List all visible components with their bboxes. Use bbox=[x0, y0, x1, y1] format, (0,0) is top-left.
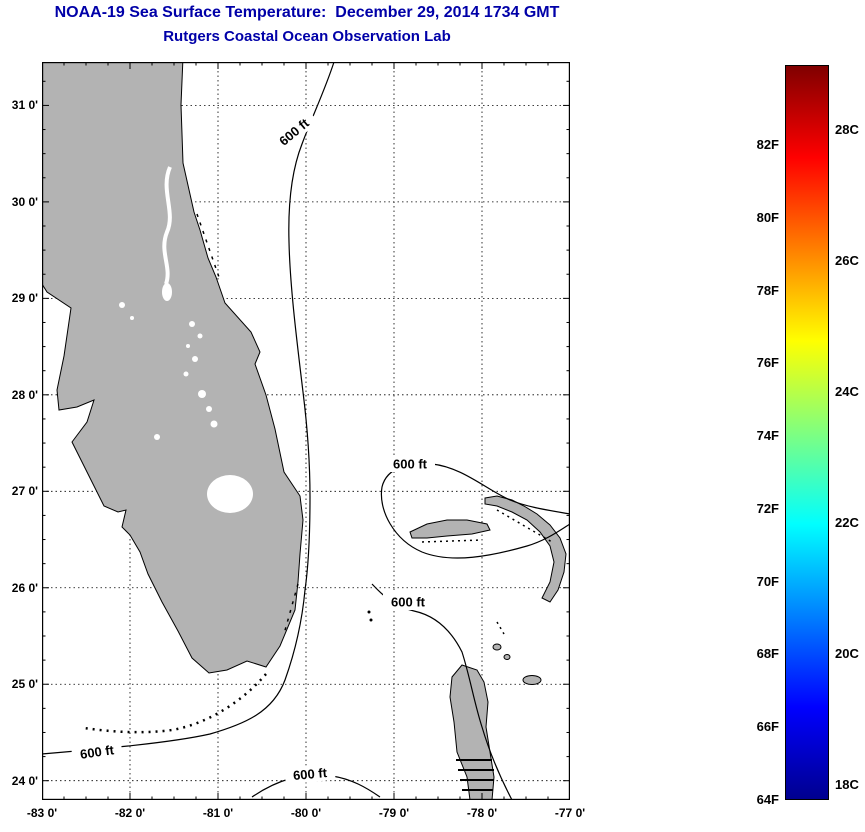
y-tick-label: 31 0' bbox=[11, 98, 38, 113]
inland-lakes bbox=[119, 92, 218, 440]
st-johns-river bbox=[162, 166, 172, 285]
colorbar-f-label: 66F bbox=[756, 719, 779, 735]
colorbar-c-label: 24C bbox=[835, 384, 859, 400]
colorbar-f-label: 80F bbox=[756, 209, 779, 225]
x-tick-label: -82 0' bbox=[114, 806, 146, 820]
y-tick-label: 24 0' bbox=[11, 773, 38, 788]
x-tick-label: -78 0' bbox=[466, 806, 498, 820]
berry-cay bbox=[503, 654, 511, 660]
x-tick-label: -79 0' bbox=[378, 806, 410, 820]
x-tick-label: -83 0' bbox=[26, 806, 58, 820]
page-title: NOAA-19 Sea Surface Temperature: Decembe… bbox=[54, 4, 560, 21]
colorbar-c-label: 26C bbox=[835, 253, 859, 269]
andros-island bbox=[449, 664, 495, 800]
colorbar-c-label: 20C bbox=[835, 646, 859, 662]
colorbar-f-label: 64F bbox=[756, 792, 779, 807]
abaco-islands bbox=[484, 495, 567, 603]
y-tick-label: 30 0' bbox=[11, 194, 38, 209]
contour-little-bahama-bank bbox=[380, 462, 570, 559]
colorbar-f-label: 74F bbox=[756, 428, 779, 444]
andros-cays-stripes bbox=[456, 759, 494, 791]
svg-text:600 ft: 600 ft bbox=[393, 457, 428, 472]
colorbar-f-label: 72F bbox=[756, 500, 779, 516]
colorbar-c-label: 28C bbox=[835, 122, 859, 138]
florida-landmass bbox=[42, 62, 304, 674]
lake-george bbox=[162, 283, 172, 301]
map-frame bbox=[42, 62, 570, 800]
contour-label: 600 ft bbox=[284, 762, 336, 785]
colorbar-c-label: 22C bbox=[835, 515, 859, 531]
map-canvas: 600 ft 600 ft 600 ft 600 ft 600 ft bbox=[42, 62, 570, 800]
colorbar-f-label: 70F bbox=[756, 573, 779, 589]
x-tick-label: -81 0' bbox=[202, 806, 234, 820]
florida-keys bbox=[83, 673, 267, 734]
page-subtitle: Rutgers Coastal Ocean Observation Lab bbox=[163, 28, 451, 45]
colorbar-f-label: 78F bbox=[756, 282, 779, 298]
y-tick-label: 27 0' bbox=[11, 484, 38, 499]
barrier-islands bbox=[196, 213, 299, 635]
svg-text:600 ft: 600 ft bbox=[391, 595, 426, 610]
y-tick-label: 25 0' bbox=[11, 677, 38, 692]
colorbar: 82F 80F 78F 76F 74F 72F 70F 68F 66F 64F 28C 26C 24C… bbox=[745, 0, 865, 832]
contour-label: 600 ft bbox=[383, 593, 433, 610]
grand-bahama-island bbox=[409, 519, 491, 539]
contour-label: 600 ft bbox=[385, 455, 435, 472]
land-masses bbox=[42, 62, 567, 800]
new-providence-island bbox=[522, 675, 542, 685]
contour-gulf-stream bbox=[42, 62, 335, 755]
y-tick-label: 29 0' bbox=[11, 291, 38, 306]
contour-label: 600 ft bbox=[269, 109, 319, 155]
colorbar-f-label: 82F bbox=[756, 137, 779, 153]
colorbar-gradient bbox=[785, 65, 829, 800]
x-tick-label: -80 0' bbox=[290, 806, 322, 820]
y-tick-label: 26 0' bbox=[11, 580, 38, 595]
sst-map-plot: 600 ft 600 ft 600 ft 600 ft 600 ft bbox=[42, 62, 570, 800]
lake-okeechobee bbox=[207, 475, 253, 513]
bimini-islands bbox=[367, 610, 373, 622]
contour-label: 600 ft bbox=[70, 739, 123, 764]
colorbar-f-label: 76F bbox=[756, 355, 779, 371]
bahama-bank-speckles bbox=[421, 509, 553, 635]
colorbar-f-label: 68F bbox=[756, 646, 779, 662]
svg-text:600 ft: 600 ft bbox=[79, 742, 115, 762]
x-tick-label: -77 0' bbox=[554, 806, 586, 820]
contour-label-layer: 600 ft 600 ft 600 ft 600 ft 600 ft bbox=[70, 109, 435, 785]
svg-text:600 ft: 600 ft bbox=[292, 765, 328, 783]
y-tick-label: 28 0' bbox=[11, 387, 38, 402]
berry-islands bbox=[492, 643, 502, 651]
colorbar-c-label: 18C bbox=[835, 777, 859, 793]
